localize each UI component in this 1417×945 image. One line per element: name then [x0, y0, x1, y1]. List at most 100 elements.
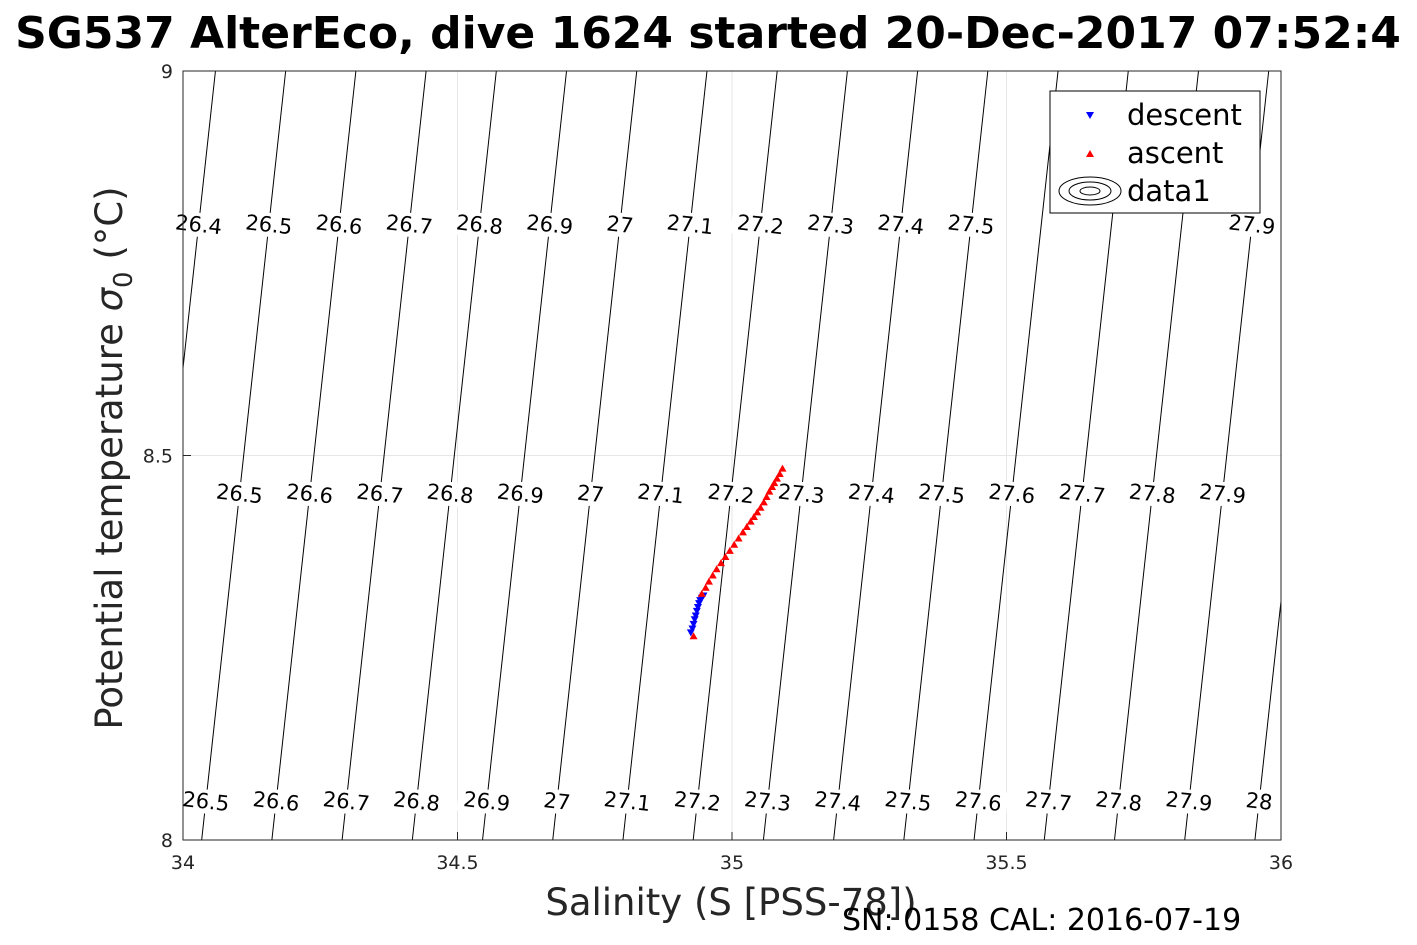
- contour-label-middle-group: 26.7: [349, 478, 411, 510]
- contour-label-bottom: 26.5: [181, 787, 230, 816]
- y-axis-label-main: Potential temperature: [88, 311, 131, 729]
- contour-label-top: 27.1: [666, 210, 715, 239]
- contour-label-bg: [168, 209, 229, 240]
- contour-label-middle: 27.6: [987, 479, 1036, 508]
- data-series: [686, 464, 787, 640]
- x-tick-label: 34: [171, 852, 195, 874]
- contour-label-bottom-group: 27.3: [737, 786, 798, 817]
- contour-label-middle: 26.6: [285, 479, 334, 508]
- contour-label-bottom: 27.8: [1094, 787, 1143, 816]
- contour-label-top: 27.2: [736, 210, 785, 239]
- contour-label-bottom-group: 27.9: [1158, 786, 1220, 817]
- contour-label-bg: [175, 786, 236, 817]
- contour-line: [903, 70, 989, 841]
- y-tick-label: 9: [161, 61, 173, 83]
- y-tick-label: 8: [161, 830, 173, 852]
- x-tick-label: 36: [1269, 852, 1293, 874]
- contour-label-bottom: 26.7: [322, 787, 371, 816]
- contour-label-bg: [737, 786, 798, 817]
- contour-label-top: 26.6: [315, 210, 364, 239]
- descent-point: [691, 612, 700, 620]
- contour-label-bg: [1221, 209, 1283, 240]
- ascent-point: [775, 469, 784, 477]
- ascent-point: [704, 577, 713, 585]
- contour-label-bg: [1158, 786, 1220, 817]
- ascent-point: [749, 513, 758, 521]
- contour-label-middle: 27: [576, 481, 605, 508]
- contour-label-bg: [700, 478, 762, 510]
- contour-label-bg: [660, 209, 721, 240]
- contour-label-middle-group: 27.5: [911, 478, 972, 510]
- ascent-point: [708, 571, 717, 579]
- contour-label-top-group: 26.8: [449, 209, 510, 240]
- contour-line: [341, 70, 427, 841]
- x-axis-label: Salinity (S [PSS-78]): [545, 881, 916, 924]
- contour-label-bottom: 28: [1245, 788, 1274, 815]
- contour-label-bg: [597, 786, 658, 817]
- ascent-point: [746, 517, 755, 525]
- contour-label-bg: [771, 478, 832, 510]
- contour-label-top-group: 26.4: [168, 209, 229, 240]
- contour-label-bg: [449, 209, 510, 240]
- contour-label-top: 26.8: [455, 210, 504, 239]
- contour-label-bottom: 27: [542, 788, 571, 815]
- contour-label-middle: 26.7: [355, 479, 404, 508]
- legend-ascent-marker: [1086, 150, 1094, 157]
- contour-label-top-group: 26.5: [238, 209, 299, 240]
- contour-label-top: 27.5: [946, 210, 995, 239]
- contour-label-middle-group: 27.3: [771, 478, 832, 510]
- contour-label-middle: 27.5: [917, 479, 966, 508]
- contour-line: [762, 70, 848, 841]
- contour-label-top: 27.4: [876, 210, 925, 239]
- contour-label-bg: [1122, 478, 1183, 510]
- contour-label-bottom-group: 27.6: [948, 786, 1009, 817]
- y-axis-label: Potential temperature σ0 (°C): [88, 186, 139, 729]
- contour-label-bg: [572, 480, 609, 508]
- contour-label-top-group: 27.1: [660, 209, 721, 240]
- contour-label-bg: [601, 211, 639, 239]
- contour-line: [833, 70, 919, 841]
- contour-label-bottom: 27.2: [673, 787, 722, 816]
- contour-line: [411, 70, 497, 841]
- contour-label-middle: 27.2: [706, 479, 755, 508]
- contour-label-bg: [730, 209, 791, 240]
- contour-label-bg: [538, 787, 576, 816]
- contour-label-middle: 27.9: [1198, 479, 1247, 508]
- ascent-point: [742, 523, 751, 531]
- contour-label-middle-group: 26.5: [209, 478, 270, 510]
- contour-label-middle-group: 27.8: [1122, 478, 1183, 510]
- contour-label-top-group: 27.9: [1221, 209, 1283, 240]
- y-tick-label: 8.5: [143, 446, 173, 468]
- contour-label-middle: 27.7: [1058, 479, 1107, 508]
- y-axis-label-unit: (°C): [88, 186, 131, 271]
- contour-label-bg: [841, 478, 902, 510]
- descent-point: [688, 625, 697, 633]
- ascent-point: [717, 559, 726, 567]
- contour-label-bg: [1240, 787, 1278, 816]
- descent-point: [693, 603, 702, 611]
- contour-label-top-group: 27.5: [940, 209, 1002, 240]
- contour-label-top-group: 27.4: [870, 209, 931, 240]
- ascent-point: [721, 553, 730, 561]
- descent-point: [690, 616, 699, 624]
- contour-label-bottom-group: 26.6: [245, 786, 307, 817]
- contour-label-bottom: 27.4: [813, 787, 862, 816]
- contour-label-bottom-group: 26.7: [316, 786, 377, 817]
- contour-label-bottom: 26.9: [462, 787, 511, 816]
- contour-label-bg: [456, 786, 517, 817]
- ascent-point: [765, 487, 774, 495]
- contour-line: [622, 70, 708, 841]
- contour-line: [482, 70, 568, 841]
- contour-label-middle: 26.5: [215, 479, 264, 508]
- contour-label-bg: [807, 786, 868, 817]
- contour-label-bg: [911, 478, 972, 510]
- descent-point: [692, 607, 701, 615]
- legend-descent-label: descent: [1127, 98, 1242, 132]
- y-axis-label-subscript: 0: [109, 271, 139, 288]
- contour-label-bottom: 27.7: [1024, 787, 1073, 816]
- contour-label-bg: [279, 478, 340, 510]
- legend-contour-icon: [1058, 176, 1122, 206]
- contour-label-bg: [877, 786, 939, 817]
- contour-label-bg: [1018, 786, 1079, 817]
